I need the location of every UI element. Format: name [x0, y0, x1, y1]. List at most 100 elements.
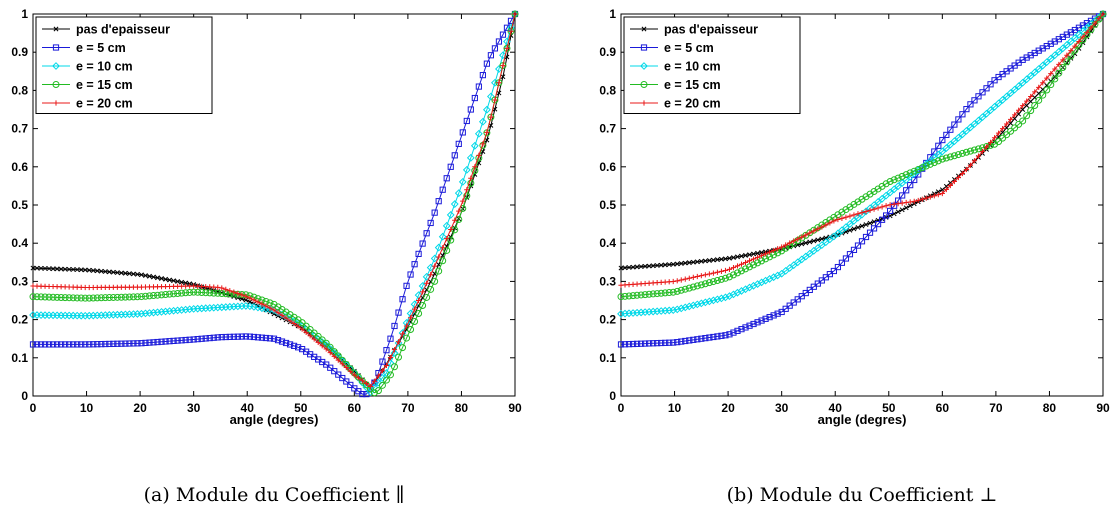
data-marker [198, 288, 206, 296]
data-marker [175, 279, 181, 284]
data-marker [895, 201, 901, 207]
data-marker [463, 117, 470, 125]
data-marker [314, 332, 322, 340]
data-marker [163, 276, 169, 282]
data-marker [37, 341, 45, 348]
data-marker [1060, 57, 1066, 63]
data-marker [990, 102, 999, 111]
data-marker [726, 255, 732, 261]
data-marker [456, 208, 462, 214]
data-marker [358, 377, 366, 385]
data-marker [693, 282, 701, 290]
data-marker [459, 129, 466, 136]
data-marker [495, 79, 503, 87]
data-marker [45, 341, 53, 348]
data-marker [975, 93, 982, 100]
data-marker [117, 293, 125, 301]
data-marker [907, 182, 914, 189]
data-marker [819, 224, 825, 230]
data-marker [983, 144, 990, 150]
data-marker [815, 237, 821, 243]
data-marker [391, 322, 398, 330]
data-marker [883, 212, 890, 219]
data-marker [359, 378, 365, 384]
data-marker [661, 289, 669, 297]
legend-box [623, 16, 801, 114]
data-marker [194, 336, 201, 343]
data-marker [322, 339, 330, 347]
data-marker [798, 293, 805, 300]
data-marker [218, 334, 225, 341]
data-marker [694, 259, 700, 265]
x-axis-label: angle (degres) [230, 412, 319, 427]
data-marker [955, 174, 961, 181]
data-marker [98, 341, 105, 348]
data-marker [295, 323, 301, 329]
legend-marker [641, 100, 647, 106]
data-marker [681, 285, 689, 293]
data-marker [718, 332, 725, 339]
data-marker [854, 242, 862, 249]
data-marker [914, 166, 923, 175]
data-marker [738, 326, 745, 333]
data-marker [74, 267, 80, 273]
data-marker [470, 141, 479, 150]
data-marker [166, 290, 174, 298]
data-marker [159, 276, 164, 281]
legend-marker [53, 26, 59, 32]
data-marker [689, 283, 697, 291]
y-tick-label: 1 [609, 7, 616, 21]
data-marker [1028, 99, 1034, 104]
data-marker [234, 333, 241, 340]
data-marker [1018, 78, 1027, 87]
data-marker [903, 199, 909, 206]
data-marker [146, 339, 153, 346]
data-marker [835, 216, 841, 223]
data-marker [65, 294, 73, 302]
data-marker [335, 371, 342, 378]
chart-panel-perpendicular: 0 10 20 30 40 50 60 70 80 90 0 0.1 0.2 0.3 0.4 0.5 0.6 0.… [599, 7, 1110, 506]
data-marker [1068, 48, 1074, 54]
data-marker [862, 233, 870, 241]
data-marker [210, 334, 217, 341]
data-marker [435, 198, 442, 205]
data-marker [1051, 75, 1059, 83]
data-marker [903, 187, 910, 194]
data-marker [508, 28, 514, 34]
data-marker [645, 290, 653, 298]
data-marker [721, 293, 730, 302]
data-marker [431, 209, 438, 216]
data-marker [722, 332, 729, 339]
data-marker [323, 346, 329, 352]
data-marker [911, 198, 917, 204]
data-marker [878, 216, 886, 223]
data-marker [714, 269, 720, 275]
series-line [33, 13, 516, 395]
data-marker [423, 293, 431, 301]
data-marker [118, 340, 125, 347]
data-marker [331, 368, 338, 375]
legend-label: e = 5 cm [76, 41, 126, 55]
data-marker [898, 179, 907, 187]
data-marker [734, 327, 741, 334]
data-marker [966, 123, 975, 132]
data-marker [987, 139, 994, 145]
data-marker [1011, 124, 1019, 132]
data-marker [994, 99, 1003, 108]
data-marker [34, 265, 40, 271]
data-marker [838, 259, 846, 266]
data-marker [182, 336, 189, 344]
legend-marker [52, 44, 60, 51]
data-marker [734, 263, 741, 269]
x-tick-label: 0 [30, 401, 37, 415]
data-marker [673, 305, 682, 314]
data-marker [1047, 81, 1055, 89]
data-marker [467, 106, 474, 113]
data-marker [85, 294, 93, 302]
data-marker [999, 126, 1006, 132]
data-marker [858, 238, 866, 245]
data-marker [919, 196, 925, 202]
data-marker [951, 121, 958, 128]
data-marker [738, 267, 745, 275]
data-marker [922, 162, 930, 170]
